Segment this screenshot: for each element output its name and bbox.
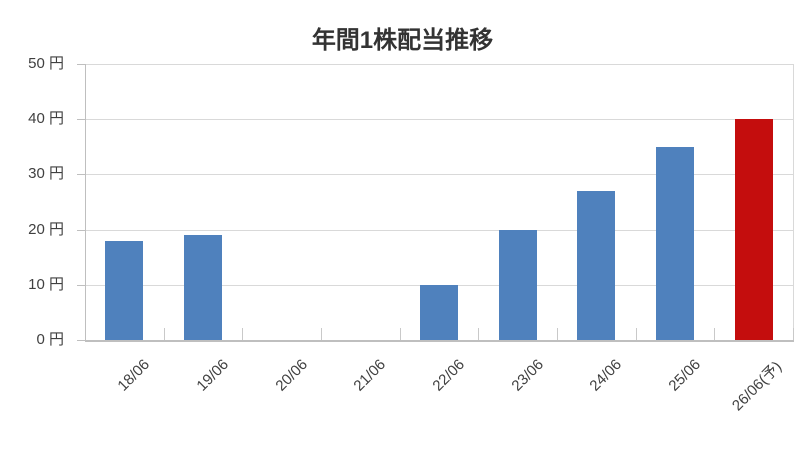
bar-24/06 <box>577 190 615 340</box>
y-gridline <box>85 174 793 176</box>
bar-25/06 <box>656 146 694 340</box>
bar-26/06(予) <box>735 119 773 340</box>
x-tick-label: 21/06 <box>350 356 390 395</box>
x-tick-mark <box>478 328 479 340</box>
bar-23/06 <box>499 229 537 340</box>
plot-right-border <box>793 64 794 340</box>
y-tick-label: 20 円 <box>28 220 64 238</box>
x-tick-label: 23/06 <box>508 356 547 395</box>
y-tick-label: 40 円 <box>28 110 64 128</box>
y-tick-mark <box>77 229 85 231</box>
y-tick-label: 30 円 <box>28 165 64 183</box>
y-tick-mark <box>77 174 85 176</box>
bar-22/06 <box>420 284 458 340</box>
x-tick-label: 25/06 <box>665 356 705 395</box>
x-tick-mark <box>400 328 401 340</box>
x-tick-mark <box>321 328 322 340</box>
x-tick-mark <box>242 328 243 340</box>
x-tick-label: 24/06 <box>586 356 626 395</box>
y-tick-mark <box>77 284 85 286</box>
x-tick-label: 18/06 <box>114 356 154 395</box>
x-tick-label: 26/06(予) <box>728 358 785 415</box>
y-gridline <box>85 119 793 121</box>
x-tick-mark <box>557 328 558 340</box>
y-tick-mark <box>77 119 85 121</box>
y-tick-label: 50 円 <box>28 55 64 72</box>
x-tick-mark <box>164 328 165 340</box>
y-gridline <box>85 229 793 231</box>
y-gridline <box>85 64 793 65</box>
bar-19/06 <box>184 235 222 340</box>
y-tick-mark <box>77 340 85 341</box>
x-tick-label: 19/06 <box>193 356 233 395</box>
y-tick-mark <box>77 64 85 65</box>
bar-18/06 <box>105 240 143 340</box>
x-tick-mark <box>714 328 715 340</box>
y-tick-label: 0 円 <box>36 331 64 348</box>
x-tick-mark <box>636 328 637 340</box>
chart-title: 年間1株配当推移 <box>311 27 494 54</box>
x-axis-line <box>85 340 794 342</box>
x-tick-label: 22/06 <box>429 356 469 395</box>
x-tick-label: 20/06 <box>272 356 311 395</box>
y-axis-line <box>85 64 86 340</box>
x-tick-mark <box>793 328 794 340</box>
y-tick-label: 10 円 <box>28 275 64 293</box>
